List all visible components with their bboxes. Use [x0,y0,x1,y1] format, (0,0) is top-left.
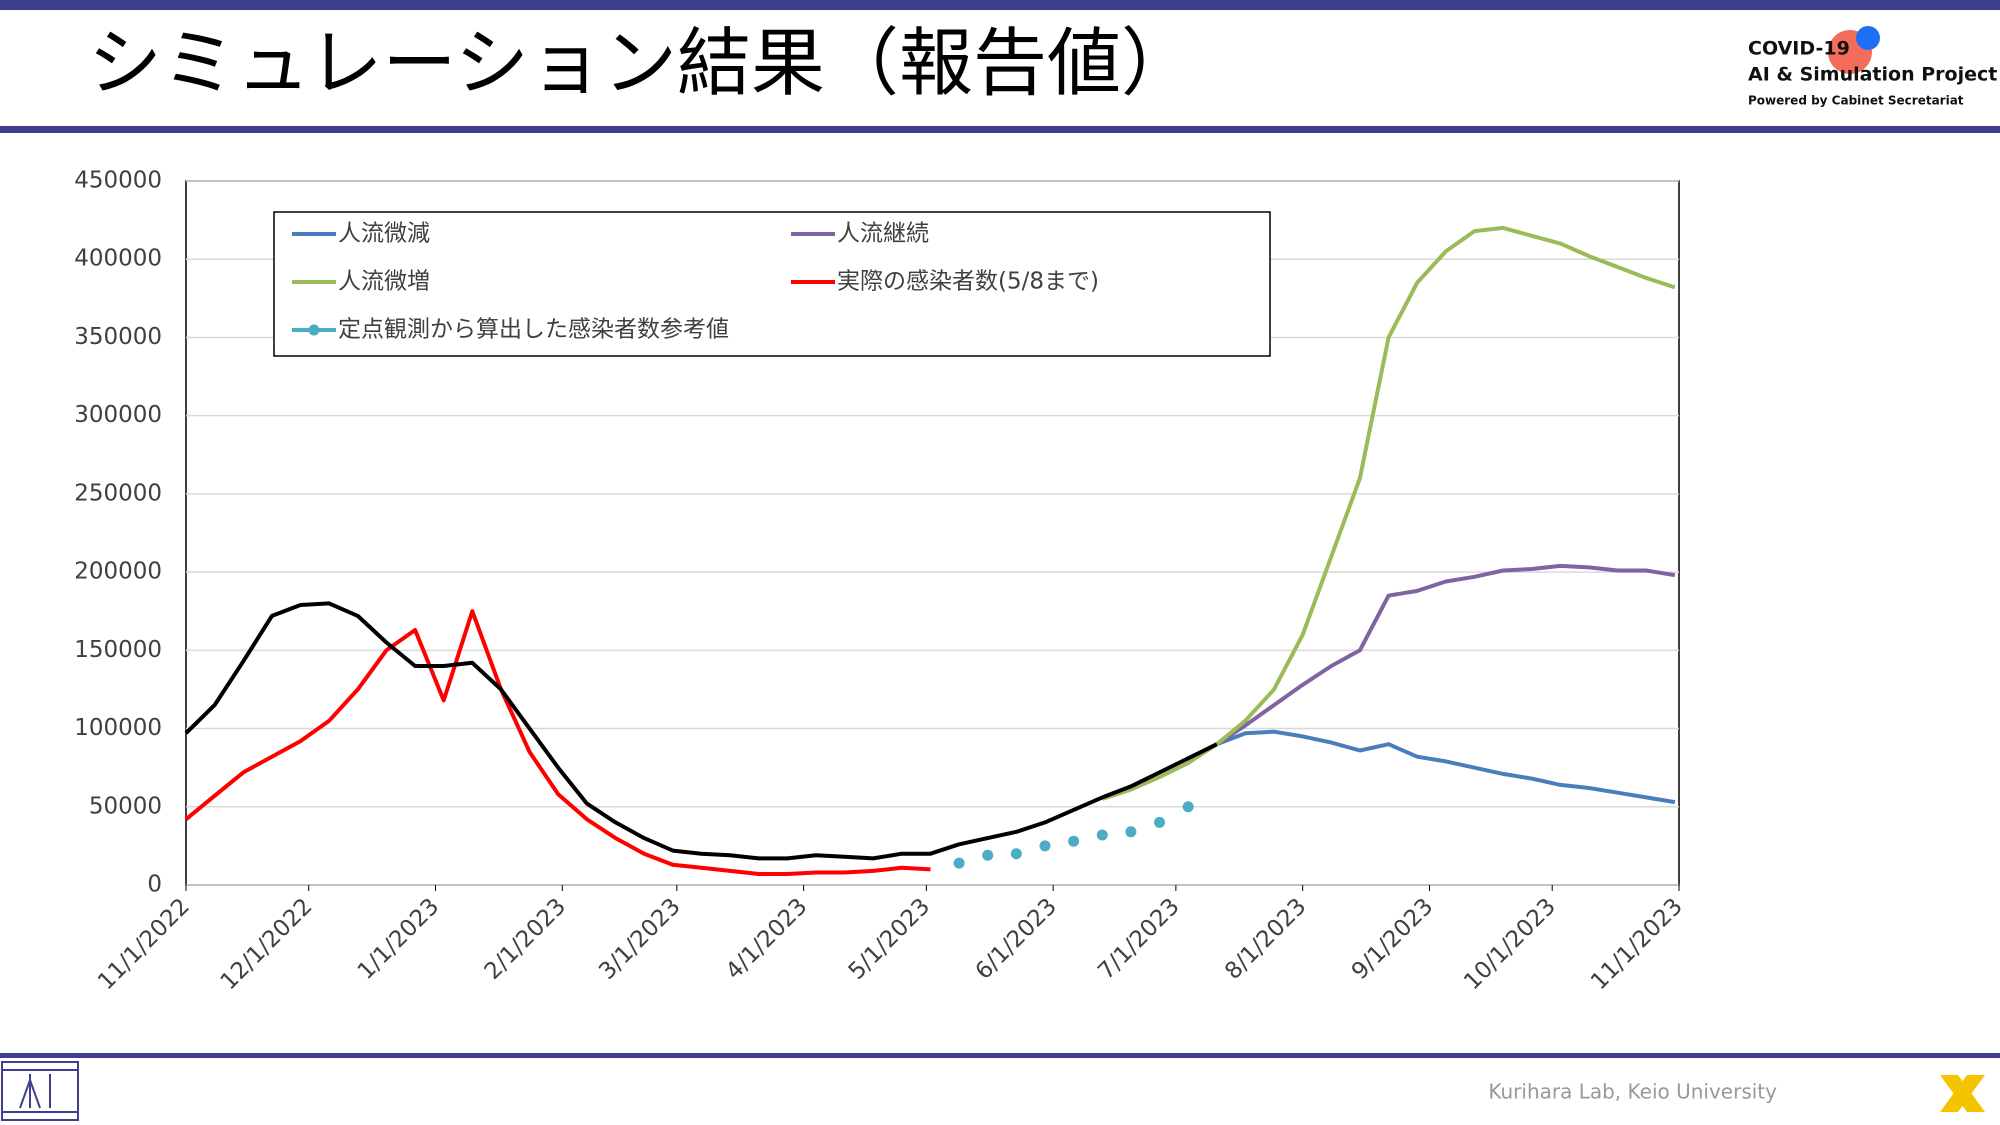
top-bar [0,0,2000,10]
x-tick-label: 1/1/2023 [353,893,444,984]
series-line [184,601,1218,861]
y-tick-label: 0 [147,872,162,898]
y-tick-label: 450000 [74,168,162,194]
y-tick-label: 100000 [74,715,162,741]
x-tick-label: 7/1/2023 [1093,893,1184,984]
data-point [1154,816,1166,828]
data-point [1096,829,1108,841]
logo-dot [1856,26,1880,50]
series-line [1216,729,1676,805]
legend-label: 人流継続 [837,221,929,247]
slide-title: シミュレーション結果（報告値） [88,21,1195,107]
x-logo [1940,1075,1985,1112]
x-tick-label: 3/1/2023 [594,893,685,984]
y-tick-label: 150000 [74,637,162,663]
legend-marker [308,324,320,336]
x-tick-label: 5/1/2023 [844,893,935,984]
series-line [184,609,931,876]
x-tick-label: 8/1/2023 [1220,893,1311,984]
y-tick-label: 50000 [89,793,162,819]
y-tick-label: 350000 [74,324,162,350]
data-point [1125,826,1137,838]
x-tick-label: 10/1/2023 [1459,893,1561,995]
legend-label: 定点観測から算出した感染者数参考値 [338,317,729,343]
series-line [1215,563,1676,746]
logo-text: Powered by Cabinet Secretariat [1748,94,1964,108]
x-tick-label: 2/1/2023 [480,893,571,984]
x-tick-label: 11/1/2023 [1586,893,1688,995]
data-point [982,849,994,861]
data-point [1068,835,1080,847]
x-tick-label: 12/1/2022 [216,893,318,995]
footer-text: Kurihara Lab, Keio University [1488,1080,1777,1104]
legend-box [273,211,1271,357]
logo-text: COVID-19 [1748,38,1850,60]
x-tick-label: 11/1/2022 [93,893,195,995]
y-tick-label: 400000 [74,246,162,272]
data-point [1039,840,1051,852]
footer-rule [0,1053,2000,1058]
series-line [1101,225,1676,801]
lab-logo [1,1061,79,1121]
y-tick-label: 300000 [74,402,162,428]
y-tick-label: 200000 [74,559,162,585]
x-tick-label: 9/1/2023 [1347,893,1438,984]
data-point [1182,801,1194,813]
x-tick-label: 4/1/2023 [721,893,812,984]
legend-label: 実際の感染者数(5/8まで) [837,269,1099,295]
data-point [953,857,965,869]
data-point [1010,848,1022,860]
legend-label: 人流微増 [338,269,430,295]
y-tick-label: 250000 [74,480,162,506]
header-rule [0,126,2000,133]
logo-text: AI & Simulation Project [1748,64,1997,86]
legend-label: 人流微減 [338,221,430,247]
x-tick-label: 6/1/2023 [971,893,1062,984]
